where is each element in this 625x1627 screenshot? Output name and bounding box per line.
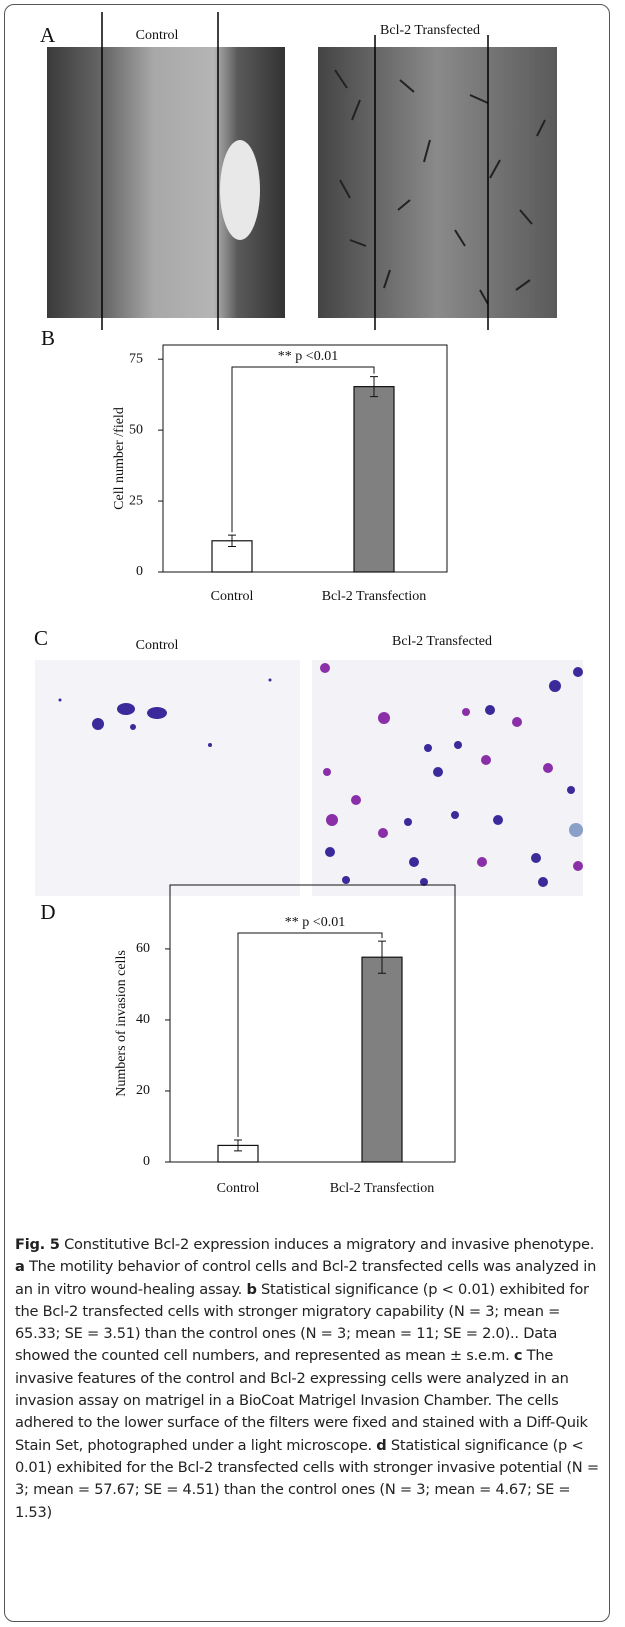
caption-text: Statistical significance (p < 0.01) exhi… xyxy=(15,1436,599,1521)
image-title: Bcl-2 Transfected xyxy=(392,634,492,649)
figure: A Control Bcl-2 Transfected C Control Bc… xyxy=(34,12,583,1196)
image-title: Control xyxy=(136,638,179,653)
bar xyxy=(353,386,395,573)
micrograph xyxy=(312,660,583,896)
y-tick-label: 0 xyxy=(143,1154,150,1169)
caption-letter: b xyxy=(246,1280,257,1298)
error-bar xyxy=(378,940,386,974)
caption-letter: a xyxy=(15,1258,25,1276)
annotation: ** p <0.01 xyxy=(285,915,345,930)
plot-frame xyxy=(169,884,456,1163)
y-tick-label: 75 xyxy=(129,351,143,366)
significance-bracket xyxy=(237,932,383,1137)
x-tick-label: Control xyxy=(211,589,254,604)
y-tick-label: 0 xyxy=(136,564,143,579)
panel-label: C xyxy=(34,626,48,650)
panel-label: B xyxy=(41,326,55,350)
micrograph xyxy=(35,660,300,896)
caption-text: The motility behavior of control cells a… xyxy=(15,1258,597,1298)
image-title: Control xyxy=(136,28,179,43)
micrograph xyxy=(318,47,557,318)
y-tick-label: 20 xyxy=(136,1083,150,1098)
caption-letter: c xyxy=(513,1347,523,1365)
y-tick-label: 40 xyxy=(136,1012,150,1027)
panel-label: A xyxy=(40,23,56,47)
panel-label: D xyxy=(40,900,55,924)
caption-text: The invasive features of the control and… xyxy=(15,1347,588,1454)
wound-edge-lines xyxy=(101,12,489,330)
y-axis-label: Cell number /field xyxy=(112,407,127,510)
x-tick-label: Bcl-2 Transfection xyxy=(322,589,427,604)
caption-letter: d xyxy=(376,1436,387,1454)
caption: Fig. 5 Constitutive Bcl-2 expression ind… xyxy=(15,1234,607,1524)
image-title: Bcl-2 Transfected xyxy=(380,23,480,38)
x-tick-label: Bcl-2 Transfection xyxy=(330,1181,435,1196)
x-tick-label: Control xyxy=(217,1181,260,1196)
y-tick-label: 50 xyxy=(129,422,143,437)
micrograph-detail xyxy=(220,140,260,240)
caption-label: Fig. 5 xyxy=(15,1236,60,1253)
error-bar xyxy=(228,534,236,547)
error-bar xyxy=(234,1139,242,1152)
error-bar xyxy=(370,376,378,398)
figure-frame xyxy=(4,4,610,1622)
caption-text: Statistical significance (p < 0.01) exhi… xyxy=(15,1280,589,1365)
y-tick-label: 60 xyxy=(136,941,150,956)
bar xyxy=(361,956,403,1163)
significance-bracket xyxy=(231,366,375,533)
micrograph-cells xyxy=(334,69,546,305)
y-tick-label: 25 xyxy=(129,493,143,508)
caption-title: Constitutive Bcl-2 expression induces a … xyxy=(64,1236,595,1253)
stained-cells xyxy=(58,663,583,887)
plot-frame xyxy=(162,344,448,573)
annotation: ** p <0.01 xyxy=(278,349,338,364)
y-axis-label: Numbers of invasion cells xyxy=(114,950,129,1097)
